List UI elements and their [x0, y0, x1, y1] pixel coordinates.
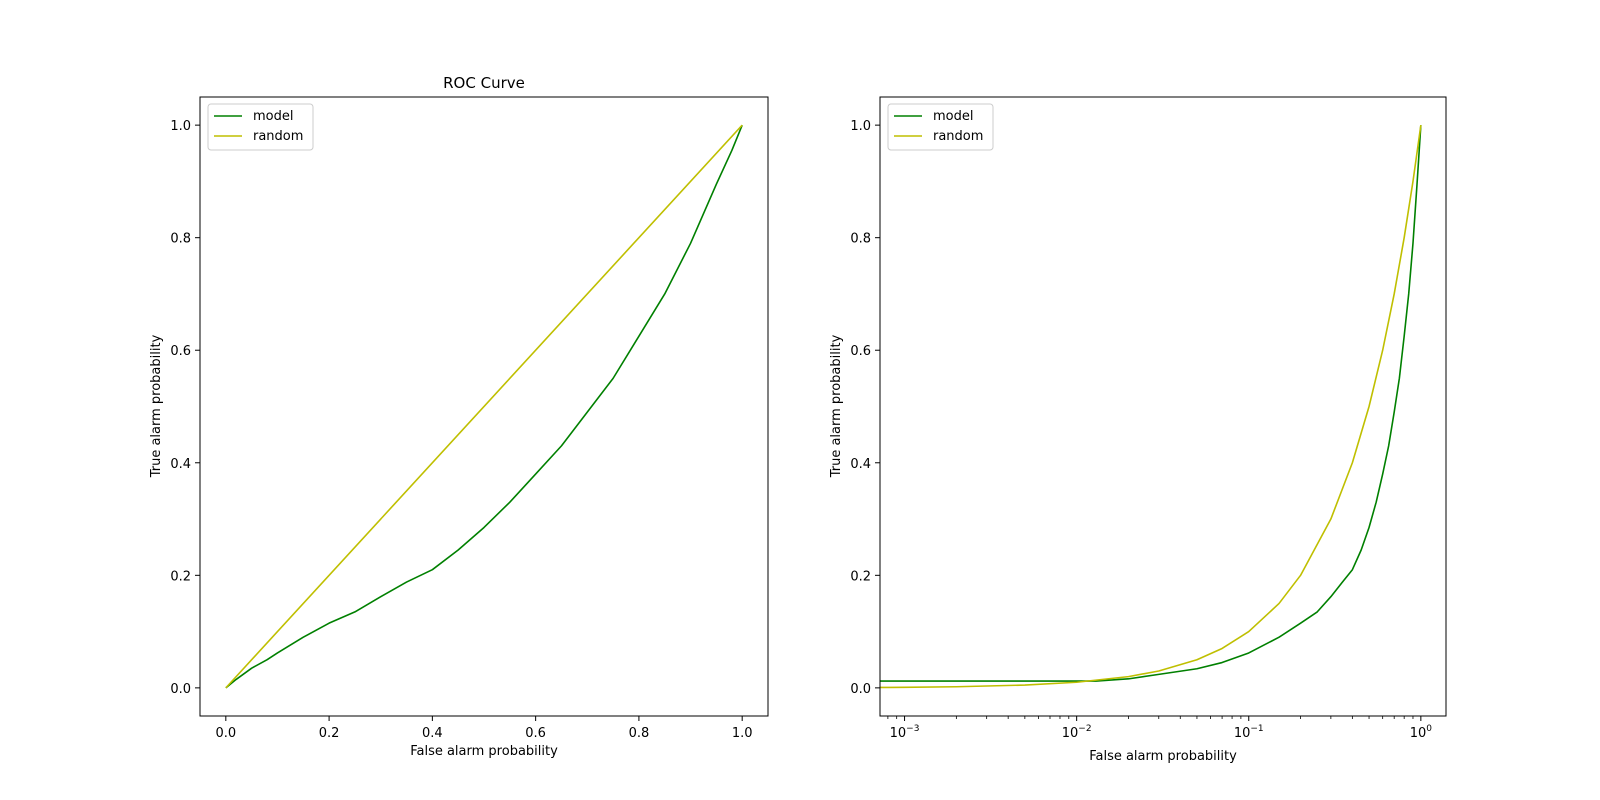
x-tick-label: 0.4: [422, 726, 443, 741]
y-tick-label: 0.8: [850, 232, 871, 247]
series-line-random: [225, 124, 743, 689]
x-tick-label: 0.8: [629, 726, 650, 741]
series-line-random: [879, 125, 1422, 689]
legend-label-random: random: [253, 129, 303, 144]
series-line-model: [880, 125, 1422, 682]
legend-label-model: model: [253, 109, 293, 124]
series-group: [879, 125, 1422, 689]
plot-frame: [199, 96, 769, 717]
y-tick-label: 1.0: [850, 119, 871, 134]
y-tick-label: 0.6: [170, 344, 191, 359]
chart-title: ROC Curve: [443, 74, 525, 92]
series-line-model: [225, 124, 743, 689]
x-axis-label: False alarm probability: [1089, 749, 1237, 764]
y-tick-label: 1.0: [170, 119, 191, 134]
y-tick-label: 0.2: [850, 569, 871, 584]
y-tick-label: 0.8: [170, 232, 191, 247]
y-tick-label: 0.2: [170, 569, 191, 584]
legend-label-model: model: [933, 109, 973, 124]
y-tick-label: 0.0: [170, 682, 191, 697]
roc-linear-panel: ROC Curve 0.0 0.2 0.4 0.6 0.8 1.0 0.0 0.2 0.4 0.6…: [149, 74, 769, 759]
y-tick-label: 0.0: [850, 682, 871, 697]
legend: model random: [207, 103, 314, 151]
x-tick-label: 0.0: [215, 726, 236, 741]
tick-group: 0.0 0.2 0.4 0.6 0.8 1.0 0.0 0.2 0.4 0.6 0.8 1.0: [170, 119, 752, 741]
y-tick-label: 0.4: [170, 457, 191, 472]
x-tick-label: 1.0: [732, 726, 753, 741]
y-axis-label: True alarm probability: [149, 334, 164, 478]
y-tick-label: 0.6: [850, 344, 871, 359]
x-tick-label: 0.2: [319, 726, 340, 741]
x-tick-label: 0.6: [525, 726, 546, 741]
plot-frame: [879, 96, 1447, 717]
y-tick-label: 0.4: [850, 457, 871, 472]
series-group: [225, 124, 743, 689]
legend-label-random: random: [933, 129, 983, 144]
x-axis-label: False alarm probability: [410, 744, 558, 759]
y-axis-label: True alarm probability: [829, 334, 844, 478]
legend: model random: [887, 103, 994, 151]
